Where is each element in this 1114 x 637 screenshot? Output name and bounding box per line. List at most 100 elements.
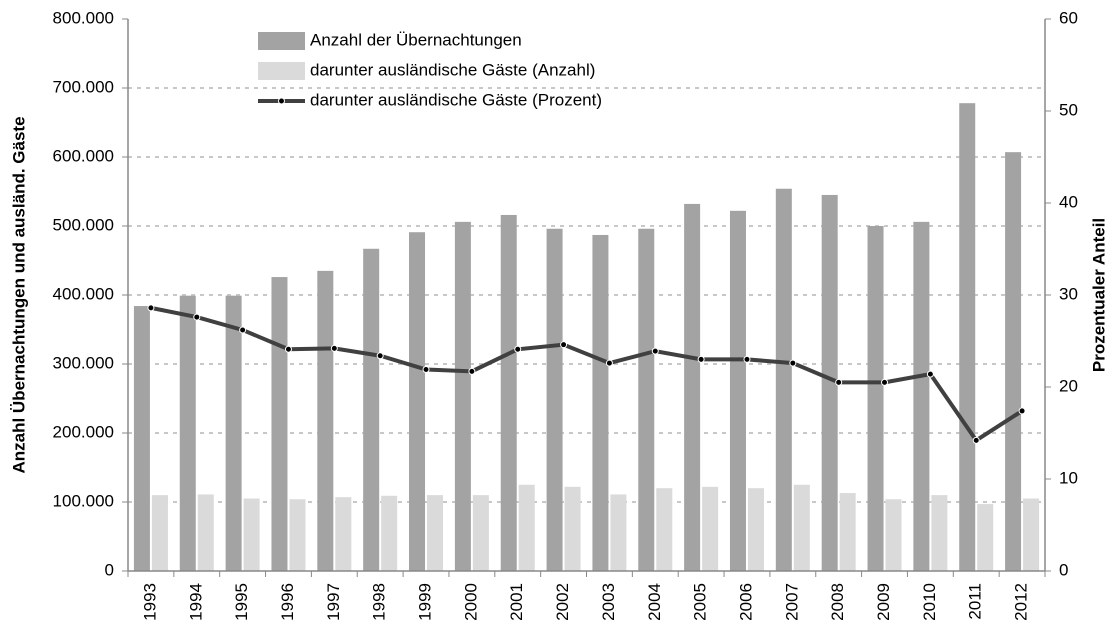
line-marker (376, 352, 384, 360)
legend-swatch (258, 62, 305, 80)
line-marker (1018, 407, 1026, 415)
x-tick-label: 2012 (1012, 583, 1031, 621)
bar (913, 221, 930, 572)
y-tick-label: 600.000 (53, 146, 114, 165)
bar (959, 103, 976, 572)
x-tick-label: 2009 (874, 583, 893, 621)
bar (867, 226, 884, 571)
line-marker (468, 367, 476, 375)
line-marker (147, 304, 155, 312)
bar (729, 210, 746, 571)
x-tick-label: 2000 (461, 583, 480, 621)
bar (363, 248, 380, 571)
line-marker (835, 378, 843, 386)
y2-tick-label: 50 (1059, 100, 1078, 119)
x-tick-label: 1999 (416, 583, 435, 621)
line-marker (697, 355, 705, 363)
bar (564, 486, 581, 571)
bar (500, 214, 517, 571)
bar (931, 495, 948, 571)
y-axis-title: Anzahl Übernachtungen und ausländ. Gäste (9, 116, 28, 473)
bar (885, 499, 902, 571)
line-marker (926, 370, 934, 378)
bar (225, 295, 242, 571)
y-tick-label: 800.000 (53, 8, 114, 27)
bar (977, 504, 994, 571)
line-marker (560, 341, 568, 349)
bar (381, 495, 398, 571)
y-tick-label: 400.000 (53, 284, 114, 303)
bar (317, 270, 334, 571)
y-tick-label: 0 (105, 560, 114, 579)
x-tick-label: 2010 (920, 583, 939, 621)
y-tick-label: 500.000 (53, 215, 114, 234)
x-tick-label: 1994 (186, 583, 205, 621)
bar (592, 234, 609, 571)
x-tick-label: 2001 (507, 583, 526, 621)
line-marker (193, 313, 201, 321)
x-tick-label: 2007 (782, 583, 801, 621)
bar (289, 499, 306, 571)
bar (775, 188, 792, 572)
bar (656, 488, 673, 571)
bar (546, 228, 563, 571)
bar (335, 497, 352, 571)
y2-tick-label: 60 (1059, 8, 1078, 27)
bar (133, 306, 150, 571)
x-tick-label: 1997 (324, 583, 343, 621)
line-marker (972, 436, 980, 444)
x-tick-label: 1996 (278, 583, 297, 621)
line-marker (743, 355, 751, 363)
x-tick-label: 2011 (966, 583, 985, 620)
y-tick-label: 200.000 (53, 422, 114, 441)
bar (427, 495, 444, 571)
x-tick-label: 1998 (370, 583, 389, 621)
line-marker (284, 345, 292, 353)
y-tick-label: 100.000 (53, 491, 114, 510)
line (150, 305, 1024, 444)
y2-tick-label: 20 (1059, 376, 1078, 395)
bar (518, 484, 535, 571)
line-marker (239, 326, 247, 334)
bar (1023, 498, 1040, 571)
bar (839, 493, 856, 571)
bar (179, 295, 196, 571)
line-marker (514, 345, 522, 353)
x-tick-label: 2008 (828, 583, 847, 621)
line-marker (881, 378, 889, 386)
x-tick-label: 1995 (232, 583, 251, 621)
bar (151, 495, 168, 571)
line-marker (422, 366, 430, 374)
bar (610, 494, 627, 571)
legend-label: Anzahl der Übernachtungen (310, 30, 522, 49)
x-tick-label: 2006 (736, 583, 755, 621)
x-tick-label: 2002 (553, 583, 572, 621)
bar (702, 486, 719, 571)
y2-tick-label: 40 (1059, 192, 1078, 211)
line-marker (330, 344, 338, 352)
bar (638, 228, 655, 571)
y2-tick-label: 10 (1059, 468, 1078, 487)
y-tick-label: 300.000 (53, 353, 114, 372)
y2-tick-label: 0 (1059, 560, 1068, 579)
y2-tick-label: 30 (1059, 284, 1078, 303)
legend-label: darunter ausländische Gäste (Anzahl) (310, 60, 595, 79)
bar (684, 203, 701, 572)
line-marker (605, 359, 613, 367)
bar (197, 494, 214, 571)
bar (409, 232, 426, 571)
bar (472, 495, 489, 571)
x-tick-label: 2004 (645, 583, 664, 621)
bar (821, 194, 838, 571)
x-tick-label: 2003 (599, 583, 618, 621)
x-tick-label: 1993 (140, 583, 159, 621)
x-tick-label: 2005 (691, 583, 710, 621)
bar (243, 498, 260, 571)
legend-label: darunter ausländische Gäste (Prozent) (310, 90, 602, 109)
line-marker (789, 359, 797, 367)
bar (1005, 152, 1022, 572)
y2-axis-title: Prozentualer Anteil (1089, 218, 1108, 372)
bar (454, 221, 471, 572)
bar (271, 277, 288, 571)
